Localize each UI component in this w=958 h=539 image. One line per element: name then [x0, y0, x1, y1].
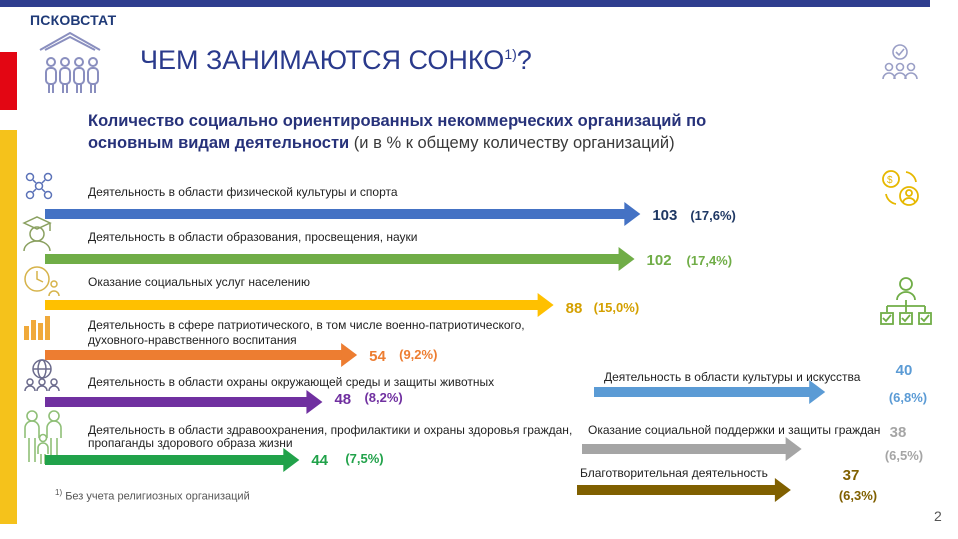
category-label: Деятельность в сфере патриотического, в … — [88, 318, 525, 332]
category-label: Деятельность в области здравоохранения, … — [88, 423, 572, 437]
house-people-icon — [39, 31, 101, 93]
red-side-strip — [0, 52, 17, 110]
bar-arrow-head — [283, 448, 300, 472]
team-icon — [882, 44, 918, 80]
bar-arrow-shaft — [45, 455, 286, 465]
bar-arrow-shaft — [45, 397, 309, 407]
svg-text:$: $ — [887, 175, 893, 186]
percent-label: (8,2%) — [364, 390, 402, 405]
bar-arrow-head — [624, 202, 641, 226]
chart-subtitle: Количество социально ориентированных нек… — [88, 112, 707, 152]
value-label: 48 — [334, 391, 351, 408]
support-icon: $ — [882, 170, 919, 206]
bar-arrow-head — [785, 437, 802, 461]
value-label: 38 — [890, 424, 907, 441]
bar-arrow-shaft — [45, 300, 540, 310]
category-label: Деятельность в области физической культу… — [88, 185, 398, 199]
footnote: 1) Без учета религиозных организаций — [55, 488, 250, 503]
percent-label: (6,8%) — [889, 390, 927, 405]
category-label: Деятельность в области культуры и искусс… — [604, 370, 861, 384]
percent-label: (6,3%) — [839, 488, 877, 503]
bar-arrow-shaft — [594, 387, 812, 397]
subtitle-unit: (и в % к общему количеству организаций) — [353, 134, 675, 152]
category-label: пропаганды здорового образа жизни — [88, 436, 293, 450]
category-label: Оказание социальных услуг населению — [88, 275, 310, 289]
yellow-side-strip — [0, 130, 17, 524]
value-label: 88 — [566, 300, 583, 317]
percent-label: (9,2%) — [399, 347, 437, 362]
value-label: 102 — [647, 252, 672, 269]
value-label: 40 — [896, 362, 913, 379]
page-number: 2 — [934, 508, 942, 524]
category-label: Деятельность в области образования, прос… — [88, 230, 418, 244]
value-label: 103 — [652, 207, 677, 224]
category-label: Благотворительная деятельность — [580, 466, 768, 480]
value-label: 44 — [311, 452, 328, 469]
bar-graph-people-icon — [24, 316, 50, 340]
value-label: 37 — [843, 467, 860, 484]
bar-arrow-shaft — [45, 350, 344, 360]
hierarchy-icon — [880, 277, 932, 325]
bar-arrow-shaft — [582, 444, 788, 454]
percent-label: (15,0%) — [594, 300, 640, 315]
bar-arrow-shaft — [45, 254, 621, 264]
bar-arrow-head — [341, 343, 358, 367]
bar-arrow-head — [809, 380, 826, 404]
bar-arrow-shaft — [577, 485, 777, 495]
page-title: ЧЕМ ЗАНИМАЮТСЯ СОНКО1)? — [140, 45, 532, 75]
bar-arrow-head — [537, 293, 554, 317]
bar-arrow-shaft — [45, 209, 627, 219]
percent-label: (17,6%) — [690, 208, 736, 223]
category-label: Оказание социальной поддержки и защиты г… — [588, 423, 880, 437]
percent-label: (17,4%) — [687, 253, 733, 268]
percent-label: (6,5%) — [885, 448, 923, 463]
brand-logo: ПСКОВСТАТ — [30, 12, 117, 28]
top-bar — [0, 0, 930, 7]
percent-label: (7,5%) — [345, 451, 383, 466]
category-label: Деятельность в области охраны окружающей… — [88, 375, 494, 389]
network-icon — [25, 172, 53, 200]
bar-arrow-head — [618, 247, 635, 271]
clock-people-icon — [24, 266, 60, 297]
globe-people-icon — [24, 359, 60, 392]
education-icon — [22, 216, 52, 252]
category-label: духовного-нравственного воспитания — [88, 333, 297, 347]
bar-arrow-head — [306, 390, 323, 414]
value-label: 54 — [369, 348, 386, 365]
bar-arrow-head — [774, 478, 791, 502]
